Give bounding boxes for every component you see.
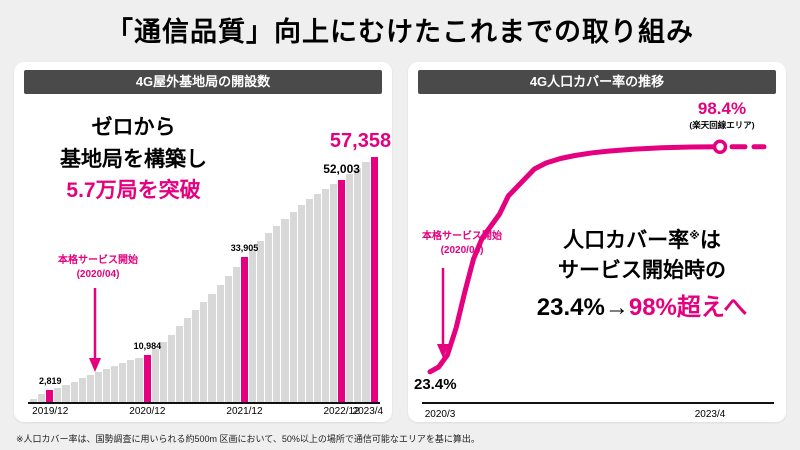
bar — [111, 365, 119, 402]
bar — [273, 225, 281, 402]
bar — [281, 218, 289, 402]
base-station-panel: 4G屋外基地局の開設数 ゼロから 基地局を構築し 5.7万局を突破 本格サービス… — [14, 62, 392, 422]
bar — [224, 276, 232, 402]
bar — [159, 342, 167, 402]
bar-highlighted — [240, 257, 248, 402]
bar-value-label: 33,905 — [230, 243, 259, 254]
coverage-message-line-2: サービス開始時の — [558, 259, 726, 283]
service-start-label: 本格サービス開始 — [58, 255, 138, 266]
service-start-date: (2020/04) — [440, 244, 484, 256]
x-axis-labels: 2019/12 2020/12 2021/12 2022/12 2023/4 — [30, 406, 383, 420]
bar — [127, 360, 135, 402]
x-axis-line — [422, 402, 774, 404]
bar — [151, 349, 159, 402]
x-tick-start: 2020/3 — [424, 409, 456, 420]
bar — [248, 249, 257, 402]
x-tick-end: 2023/4 — [694, 409, 726, 420]
bar — [313, 193, 321, 402]
x-tick-label: 2022/12 — [323, 406, 360, 417]
bar — [305, 199, 313, 402]
x-tick-label: 2020/12 — [129, 406, 166, 417]
bar — [167, 334, 175, 402]
bar — [321, 188, 330, 402]
coverage-message-line-1: 人口カバー率※は — [563, 229, 721, 252]
bar — [257, 241, 265, 402]
bar — [232, 266, 240, 402]
bar — [135, 357, 143, 402]
service-start-date: (2020/04) — [76, 268, 120, 280]
coverage-panel-header: 4G人口カバー率の推移 — [418, 70, 776, 94]
down-arrow-icon — [89, 288, 101, 372]
bar-highlighted — [46, 389, 54, 402]
bar-value-label: 52,003 — [323, 162, 360, 177]
page-title: 「通信品質」向上にむけたこれまでの取り組み — [106, 17, 694, 47]
bar — [70, 381, 78, 402]
headline-line-1: ゼロから — [91, 116, 176, 139]
bar — [289, 211, 297, 402]
bar — [216, 285, 224, 402]
bar — [94, 372, 102, 402]
bar-value-label: 2,819 — [38, 375, 62, 386]
bar — [346, 173, 354, 402]
x-tick-label: 2019/12 — [32, 406, 69, 417]
bar — [86, 375, 94, 402]
bar — [330, 183, 338, 402]
bar-value-label: 10,984 — [133, 341, 162, 352]
bar — [354, 167, 362, 402]
headline-line-3: 5.7万局を突破 — [66, 179, 201, 202]
service-start-annotation-right: 本格サービス開始 (2020/04) — [408, 230, 516, 257]
bar — [265, 233, 273, 402]
footnote: ※人口カバー率は、国勢調査に用いられる約500m 区画において、50%以上の場所… — [16, 434, 480, 444]
bar-highlighted — [370, 157, 378, 402]
bar — [200, 302, 208, 402]
bar — [297, 205, 305, 402]
bar — [62, 384, 70, 402]
peak-coverage-label: 98.4% (楽天回線エリア) — [670, 99, 774, 131]
bar — [208, 293, 216, 402]
service-start-annotation-left: 本格サービス開始 (2020/04) — [28, 254, 168, 281]
bar-highlighted — [143, 355, 151, 402]
bar — [54, 387, 62, 402]
start-coverage-value: 23.4% — [414, 376, 457, 393]
bar — [102, 369, 111, 402]
base-station-panel-header: 4G屋外基地局の開設数 — [24, 70, 382, 94]
bar — [184, 318, 192, 402]
bar — [30, 398, 38, 402]
coverage-message-line-3: 23.4%→98%超えへ — [536, 293, 748, 321]
base-station-headline: ゼロから 基地局を構築し 5.7万局を突破 — [26, 112, 241, 207]
coverage-line-chart — [427, 139, 767, 375]
service-start-label: 本格サービス開始 — [422, 231, 502, 242]
bar — [38, 394, 46, 402]
bar — [362, 162, 370, 402]
headline-line-2: 基地局を構築し — [60, 147, 207, 171]
x-axis-line — [28, 402, 380, 404]
x-tick-label: 2021/12 — [226, 406, 263, 417]
bar — [119, 362, 127, 402]
coverage-curve — [427, 144, 723, 375]
coverage-message: 人口カバー率※は サービス開始時の 23.4%→98%超えへ — [512, 226, 772, 324]
bar-chart: 2,819 10,984 33,905 52,003 57,358 — [30, 130, 391, 402]
bar-highlighted — [338, 180, 346, 402]
bar-value-label: 57,358 — [329, 130, 392, 153]
bar — [192, 310, 200, 402]
down-arrow-icon — [437, 268, 449, 358]
peak-coverage-note: (楽天回線エリア) — [689, 119, 755, 130]
coverage-panel: 4G人口カバー率の推移 98.4% (楽天回線エリア) 本格サービス開始 (20… — [408, 62, 786, 422]
bar — [78, 378, 86, 402]
x-tick-label: 2023/4 — [352, 406, 384, 417]
coverage-endpoint-marker — [712, 139, 728, 155]
peak-coverage-value: 98.4% — [697, 99, 747, 118]
bar — [175, 326, 184, 402]
